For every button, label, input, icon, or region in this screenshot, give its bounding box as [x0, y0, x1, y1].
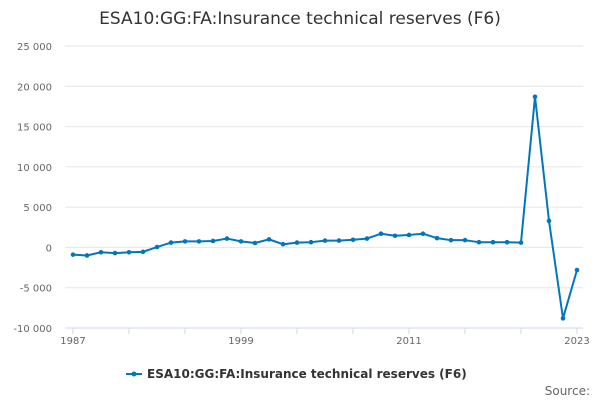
data-point: [504, 239, 510, 245]
legend[interactable]: ESA10:GG:FA:Insurance technical reserves…: [126, 367, 467, 381]
series-plot[interactable]: [70, 94, 580, 321]
data-point: [420, 231, 426, 237]
data-point: [280, 241, 286, 247]
data-point: [210, 238, 216, 244]
data-point: [546, 218, 552, 224]
data-point: [518, 240, 524, 245]
source-credit[interactable]: Source:: [545, 384, 590, 398]
data-point: [434, 235, 440, 241]
data-point: [196, 239, 202, 244]
data-point: [266, 237, 272, 242]
x-axis-labels: 1987 1999 2011 2023: [60, 336, 589, 347]
data-point: [560, 316, 566, 321]
x-axis: [65, 327, 583, 334]
data-point: [574, 267, 580, 273]
data-point: [476, 239, 482, 245]
data-point: [154, 244, 160, 250]
y-tick-label: 10 000: [17, 163, 52, 174]
data-point: [336, 238, 342, 243]
data-point: [238, 239, 244, 244]
data-point: [364, 236, 370, 241]
x-tick-label: 2011: [396, 336, 421, 347]
data-point: [308, 239, 314, 245]
data-point: [392, 233, 398, 239]
legend-label: ESA10:GG:FA:Insurance technical reserves…: [147, 367, 467, 381]
legend-marker: [131, 371, 137, 377]
data-point: [322, 238, 328, 243]
y-tick-label: 25 000: [17, 42, 52, 53]
y-axis-labels: -10 000 -5 000 0 5 000 10 000 15 000 20 000 25 …: [13, 42, 52, 335]
grid-lines: [65, 45, 583, 289]
data-point: [84, 253, 90, 258]
data-point: [406, 232, 412, 238]
data-point: [182, 239, 188, 244]
data-point: [112, 250, 118, 256]
data-point: [140, 249, 146, 255]
data-point: [378, 231, 384, 237]
data-point: [98, 249, 104, 255]
data-point: [224, 236, 230, 241]
y-tick-label: 0: [46, 243, 52, 254]
data-point: [126, 249, 132, 255]
x-tick-label: 2023: [564, 336, 589, 347]
data-point: [490, 239, 496, 245]
y-tick-label: -5 000: [20, 284, 52, 295]
data-point: [70, 252, 76, 257]
y-tick-label: -10 000: [13, 324, 52, 335]
x-tick-label: 1999: [228, 336, 253, 347]
y-tick-label: 20 000: [17, 82, 52, 93]
data-point: [462, 237, 468, 243]
data-point: [532, 94, 538, 100]
data-point: [168, 240, 174, 245]
y-tick-label: 5 000: [23, 203, 52, 214]
data-point: [294, 240, 300, 245]
data-point: [448, 237, 454, 243]
data-point: [350, 237, 356, 243]
y-tick-label: 15 000: [17, 123, 52, 134]
chart-title: ESA10:GG:FA:Insurance technical reserves…: [99, 9, 501, 29]
x-tick-label: 1987: [60, 336, 85, 347]
data-point: [252, 240, 258, 246]
